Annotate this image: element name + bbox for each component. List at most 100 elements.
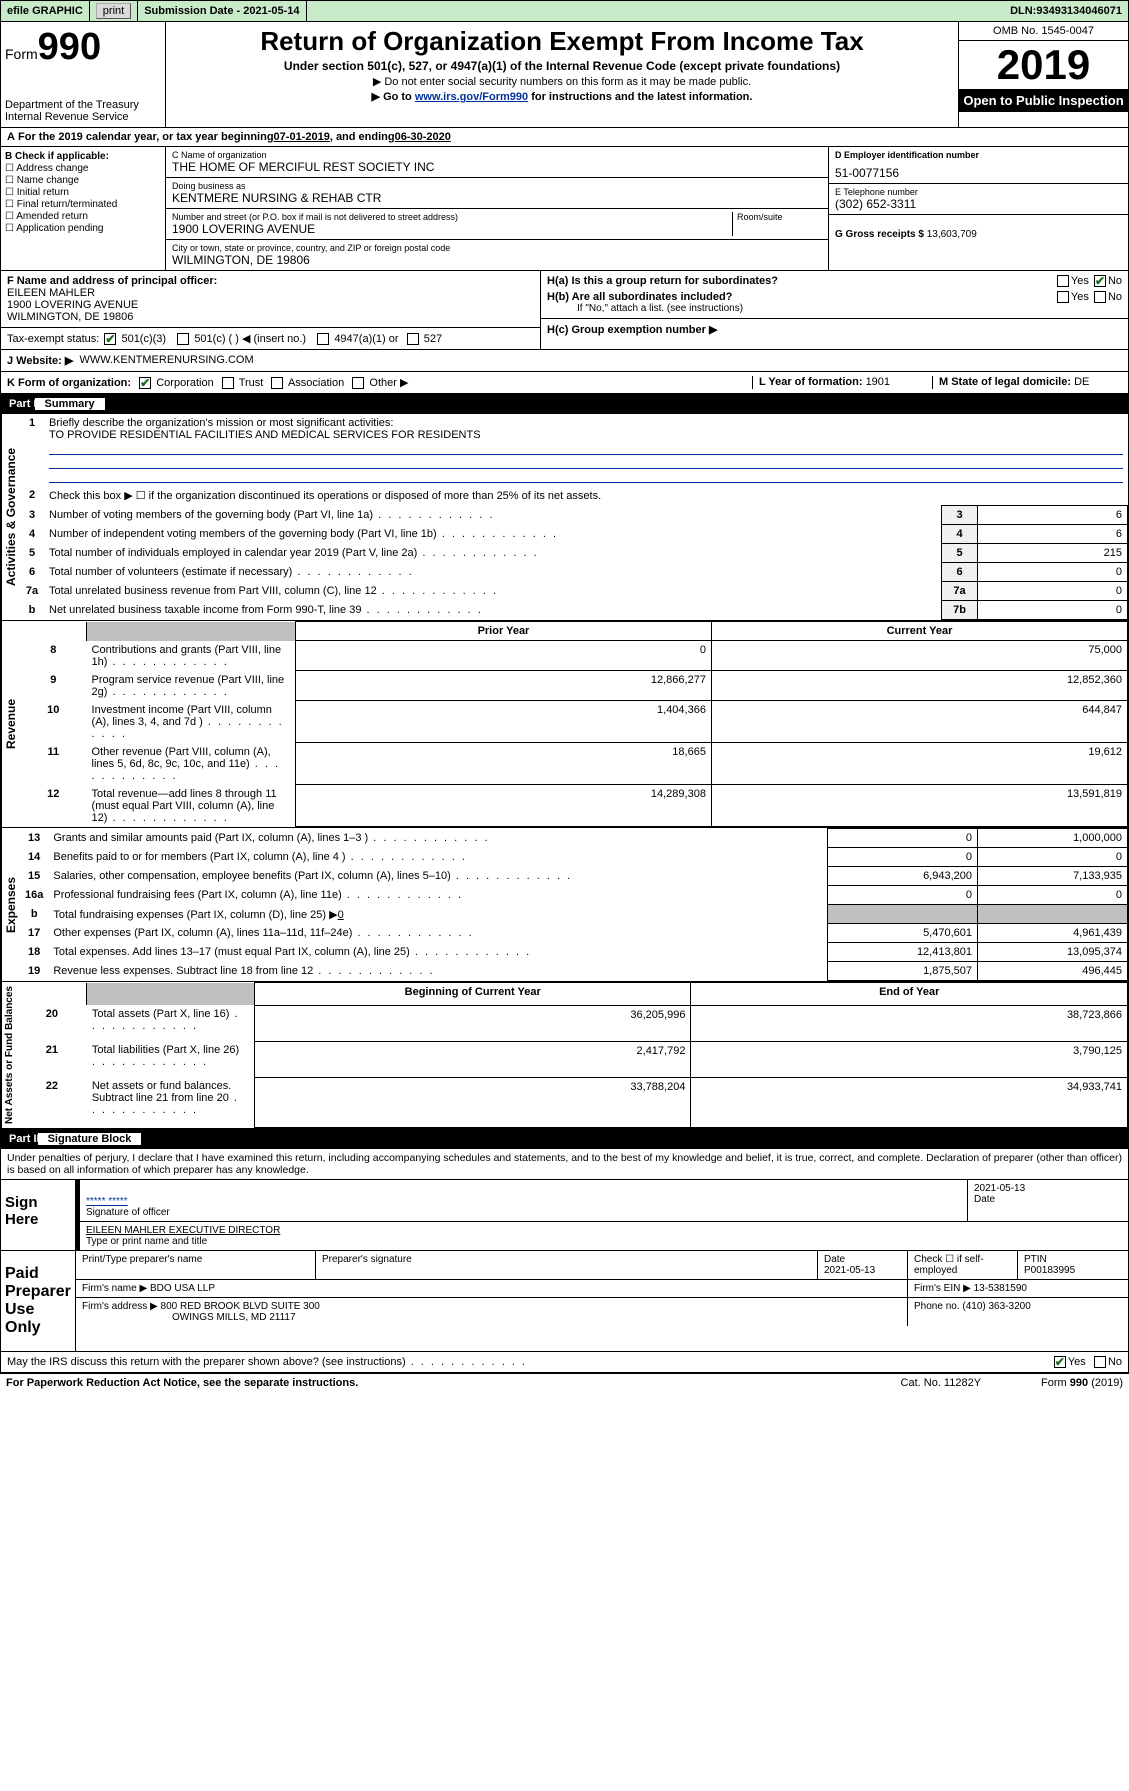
efile-top-bar: efile GRAPHIC print Submission Date - 20…	[0, 0, 1129, 22]
chk-amended-return[interactable]: ☐ Amended return	[5, 211, 161, 222]
q1-label: Briefly describe the organization's miss…	[49, 417, 393, 429]
website-label: J Website: ▶	[7, 354, 73, 367]
part2-header: Part IISignature Block	[0, 1129, 1129, 1149]
p-date-label: Date	[824, 1254, 845, 1265]
chk-other[interactable]	[352, 377, 364, 389]
chk-4947[interactable]	[317, 333, 329, 345]
irs-label: Internal Revenue Service	[5, 111, 161, 123]
discuss-no[interactable]	[1094, 1356, 1106, 1368]
tax-year: 2019	[959, 41, 1128, 89]
omb-number: OMB No. 1545-0047	[959, 22, 1128, 41]
discuss-row: May the IRS discuss this return with the…	[0, 1352, 1129, 1373]
chk-name-change[interactable]: ☐ Name change	[5, 175, 161, 186]
paid-preparer-block: Paid Preparer Use Only Print/Type prepar…	[0, 1251, 1129, 1352]
perjury-statement: Under penalties of perjury, I declare th…	[0, 1149, 1129, 1180]
room-suite-label: Room/suite	[737, 212, 822, 222]
sign-here-block: Sign Here ***** *****Signature of office…	[0, 1180, 1129, 1251]
chk-address-change[interactable]: ☐ Address change	[5, 163, 161, 174]
preparer-sig-label: Preparer's signature	[316, 1251, 818, 1279]
officer-addr1: 1900 LOVERING AVENUE	[7, 299, 138, 311]
chk-initial-return[interactable]: ☐ Initial return	[5, 187, 161, 198]
gross-receipts-label: G Gross receipts $	[835, 229, 927, 240]
dln: DLN: 93493134046071	[1004, 1, 1128, 21]
ha-no[interactable]	[1094, 275, 1106, 287]
ha-label: H(a) Is this a group return for subordin…	[547, 275, 778, 287]
print-cell[interactable]: print	[90, 1, 138, 21]
submission-date: Submission Date - 2021-05-14	[138, 1, 306, 21]
website-row: J Website: ▶ WWW.KENTMERENURSING.COM	[0, 350, 1129, 372]
preparer-name-label: Print/Type preparer's name	[76, 1251, 316, 1279]
street-label: Number and street (or P.O. box if mail i…	[172, 212, 732, 222]
row-k-l-m: K Form of organization: Corporation Trus…	[0, 372, 1129, 394]
discuss-yes[interactable]	[1054, 1356, 1066, 1368]
paid-preparer-label: Paid Preparer Use Only	[1, 1251, 76, 1351]
side-label-expenses: Expenses	[1, 828, 20, 981]
org-name: THE HOME OF MERCIFUL REST SOCIETY INC	[172, 160, 822, 174]
street-address: 1900 LOVERING AVENUE	[172, 222, 732, 236]
p-date: 2021-05-13	[824, 1265, 875, 1276]
city-state-zip: WILMINGTON, DE 19806	[172, 253, 822, 267]
cat-no: Cat. No. 11282Y	[901, 1377, 982, 1389]
chk-501c[interactable]	[177, 333, 189, 345]
ein-value: 51-0077156	[835, 166, 1122, 180]
side-label-netassets: Net Assets or Fund Balances	[1, 982, 17, 1128]
form-number: Form990	[5, 26, 161, 69]
q1-value: TO PROVIDE RESIDENTIAL FACILITIES AND ME…	[49, 429, 481, 441]
ha-yes[interactable]	[1057, 275, 1069, 287]
side-label-revenue: Revenue	[1, 621, 20, 827]
discuss-label: May the IRS discuss this return with the…	[7, 1356, 527, 1368]
hb-yes[interactable]	[1057, 291, 1069, 303]
irs-form990-link[interactable]: www.irs.gov/Form990	[415, 91, 528, 103]
officer-name-title: EILEEN MAHLER EXECUTIVE DIRECTOR	[86, 1225, 280, 1236]
chk-trust[interactable]	[222, 377, 234, 389]
telephone-label: E Telephone number	[835, 187, 1122, 197]
chk-527[interactable]	[407, 333, 419, 345]
efile-graphic-label: efile GRAPHIC	[1, 1, 90, 21]
form-footer: Form 990 (2019)	[1041, 1377, 1123, 1389]
officer-label: F Name and address of principal officer:	[7, 275, 217, 287]
instruction-link: ▶ Go to www.irs.gov/Form990 for instruct…	[170, 90, 954, 103]
chk-final-return[interactable]: ☐ Final return/terminated	[5, 199, 161, 210]
col-bcy: Beginning of Current Year	[254, 983, 691, 1006]
block-f-h: F Name and address of principal officer:…	[0, 271, 1129, 350]
chk-application-pending[interactable]: ☐ Application pending	[5, 223, 161, 234]
ptin-label: PTIN	[1024, 1254, 1047, 1265]
hb-no[interactable]	[1094, 291, 1106, 303]
signature-link[interactable]: ***** *****	[86, 1196, 128, 1207]
box-m: M State of legal domicile: DE	[932, 376, 1122, 389]
open-to-public: Open to Public Inspection	[959, 89, 1128, 112]
type-name-label: Type or print name and title	[86, 1236, 207, 1247]
box-b-checkboxes: B Check if applicable: ☐ Address change …	[1, 147, 166, 270]
pra-notice: For Paperwork Reduction Act Notice, see …	[6, 1377, 358, 1389]
sig-date-label: Date	[974, 1194, 995, 1205]
website-value: WWW.KENTMERENURSING.COM	[79, 354, 253, 367]
part2-title: Signature Block	[38, 1133, 142, 1145]
dba-label: Doing business as	[172, 181, 822, 191]
chk-corporation[interactable]	[139, 377, 151, 389]
part1-title: Summary	[35, 398, 105, 410]
chk-501c3[interactable]	[104, 333, 116, 345]
self-employed-check[interactable]: Check ☐ if self-employed	[908, 1251, 1018, 1279]
tax-exempt-row: Tax-exempt status: 501(c)(3) 501(c) ( ) …	[7, 332, 534, 345]
ptin-value: P00183995	[1024, 1265, 1075, 1276]
firm-name: BDO USA LLP	[150, 1283, 215, 1294]
firm-addr-label: Firm's address ▶	[82, 1301, 161, 1312]
hb-note: If "No," attach a list. (see instruction…	[577, 303, 1122, 314]
print-button[interactable]: print	[96, 3, 131, 19]
tax-exempt-label: Tax-exempt status:	[7, 333, 99, 345]
officer-addr2: WILMINGTON, DE 19806	[7, 311, 133, 323]
form-title: Return of Organization Exempt From Incom…	[170, 26, 954, 57]
sign-here-label: Sign Here	[1, 1180, 76, 1250]
firm-phone: (410) 363-3200	[962, 1301, 1030, 1312]
org-name-label: C Name of organization	[172, 150, 822, 160]
entity-block: B Check if applicable: ☐ Address change …	[0, 147, 1129, 271]
box-b-label: B Check if applicable:	[5, 151, 109, 162]
col-current-year: Current Year	[711, 622, 1127, 641]
sig-officer-label: Signature of officer	[86, 1207, 170, 1218]
city-label: City or town, state or province, country…	[172, 243, 822, 253]
box-c-org-info: C Name of organization THE HOME OF MERCI…	[166, 147, 828, 270]
chk-association[interactable]	[271, 377, 283, 389]
summary-section: Activities & Governance 1 Briefly descri…	[0, 414, 1129, 621]
firm-addr1: 800 RED BROOK BLVD SUITE 300	[161, 1301, 320, 1312]
firm-name-label: Firm's name ▶	[82, 1283, 150, 1294]
